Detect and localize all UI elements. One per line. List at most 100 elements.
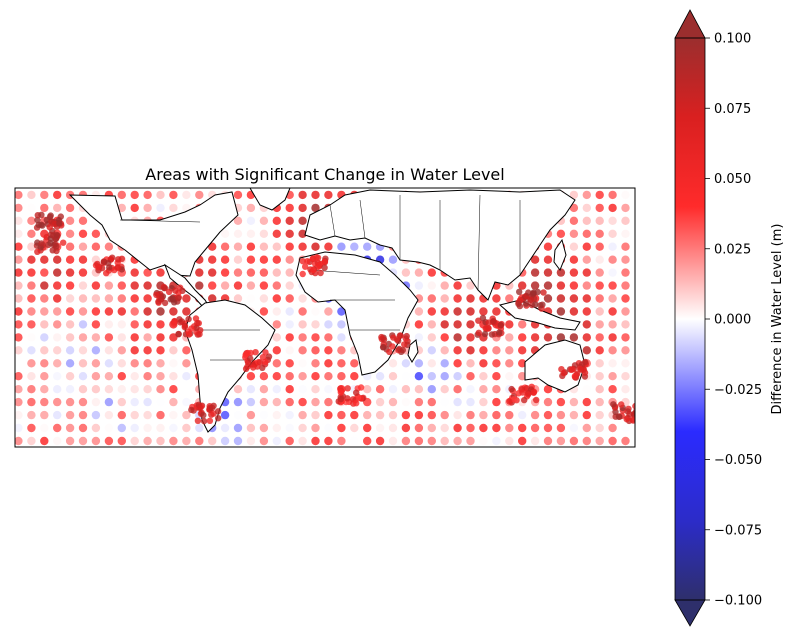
coastal-data-point <box>60 239 67 246</box>
ocean-data-point <box>298 333 307 342</box>
ocean-data-point <box>505 320 514 329</box>
ocean-data-point <box>246 229 256 238</box>
ocean-data-point <box>375 436 385 446</box>
coastal-data-point <box>250 364 257 371</box>
ocean-data-point <box>27 294 36 303</box>
ocean-data-point <box>27 320 36 329</box>
ocean-data-point <box>582 410 591 420</box>
ocean-data-point <box>182 307 191 316</box>
ocean-data-point <box>388 385 398 394</box>
coastal-data-point <box>386 348 393 356</box>
ocean-data-point <box>543 268 553 277</box>
ocean-data-point <box>27 255 36 264</box>
ocean-data-point <box>27 385 36 394</box>
ocean-data-point <box>246 410 256 420</box>
ocean-data-point <box>27 216 36 225</box>
ocean-data-point <box>595 190 604 200</box>
ocean-data-point <box>156 268 165 277</box>
ocean-data-point <box>117 294 127 303</box>
coastal-data-point <box>522 300 530 307</box>
ocean-data-point <box>78 281 88 290</box>
ocean-data-point <box>466 436 475 446</box>
coastal-data-point <box>516 288 523 295</box>
ocean-data-point <box>130 190 139 200</box>
coastal-data-point <box>530 289 537 296</box>
ocean-data-point <box>479 346 488 355</box>
ocean-data-point <box>272 229 281 238</box>
coastal-data-point <box>393 336 401 343</box>
ocean-data-point <box>53 255 62 264</box>
ocean-data-point <box>15 436 23 446</box>
ocean-data-point <box>53 385 62 394</box>
ocean-data-point <box>569 397 579 407</box>
ocean-data-point <box>15 359 23 368</box>
ocean-data-point <box>505 423 514 433</box>
ocean-data-point <box>285 268 294 277</box>
coastal-data-point <box>309 255 317 262</box>
ocean-data-point <box>117 281 127 290</box>
ocean-data-point <box>569 436 579 446</box>
ocean-data-point <box>169 372 178 381</box>
ocean-data-point <box>246 216 256 225</box>
ocean-data-point <box>104 410 114 420</box>
ocean-data-point <box>595 397 604 407</box>
ocean-data-point <box>530 436 540 446</box>
coastal-data-point <box>488 331 496 338</box>
ocean-data-point <box>208 436 217 446</box>
ocean-data-point <box>65 359 75 368</box>
ocean-data-point <box>337 372 346 381</box>
coastal-data-point <box>403 332 410 340</box>
ocean-data-point <box>117 333 127 342</box>
ocean-data-point <box>427 333 436 342</box>
ocean-data-point <box>78 397 88 407</box>
ocean-data-point <box>595 216 604 225</box>
ocean-data-point <box>324 372 333 381</box>
coastal-data-point <box>256 359 263 366</box>
ocean-data-point <box>65 333 75 342</box>
ocean-data-point <box>27 281 36 290</box>
ocean-data-point <box>492 423 501 433</box>
ocean-data-point <box>169 410 178 420</box>
ocean-data-point <box>65 346 75 355</box>
coastal-data-point <box>299 270 306 278</box>
ocean-data-point <box>15 255 23 264</box>
ocean-data-point <box>298 294 307 303</box>
ocean-data-point <box>375 410 385 420</box>
ocean-data-point <box>130 410 139 420</box>
ocean-data-point <box>350 372 359 381</box>
ocean-data-point <box>492 385 501 394</box>
ocean-data-point <box>414 281 424 290</box>
ocean-data-point <box>40 423 49 433</box>
ocean-data-point <box>117 346 127 355</box>
ocean-data-point <box>556 410 566 420</box>
ocean-data-point <box>556 294 566 303</box>
ocean-data-point <box>285 216 294 225</box>
coastal-data-point <box>188 325 195 332</box>
ocean-data-point <box>285 436 294 446</box>
ocean-data-point <box>298 385 307 394</box>
ocean-data-point <box>27 397 36 407</box>
ocean-data-point <box>78 333 88 342</box>
ocean-data-point <box>595 255 604 264</box>
ocean-data-point <box>117 359 127 368</box>
ocean-data-point <box>27 268 36 277</box>
ocean-data-point <box>233 397 243 407</box>
ocean-data-point <box>15 410 23 420</box>
ocean-data-point <box>479 436 488 446</box>
ocean-data-point <box>78 385 88 394</box>
ocean-data-point <box>104 281 114 290</box>
ocean-data-point <box>130 268 139 277</box>
ocean-data-point <box>337 320 346 329</box>
ocean-data-point <box>27 423 36 433</box>
ocean-data-point <box>298 190 307 200</box>
ocean-data-point <box>337 307 346 316</box>
ocean-data-point <box>53 423 62 433</box>
ocean-data-point <box>311 346 320 355</box>
coastal-data-point <box>172 287 179 294</box>
coastal-data-point <box>175 295 182 302</box>
ocean-data-point <box>156 436 165 446</box>
coastal-data-point <box>337 395 345 403</box>
ocean-data-point <box>453 397 462 407</box>
ocean-data-point <box>143 294 152 303</box>
ocean-data-point <box>15 294 23 303</box>
